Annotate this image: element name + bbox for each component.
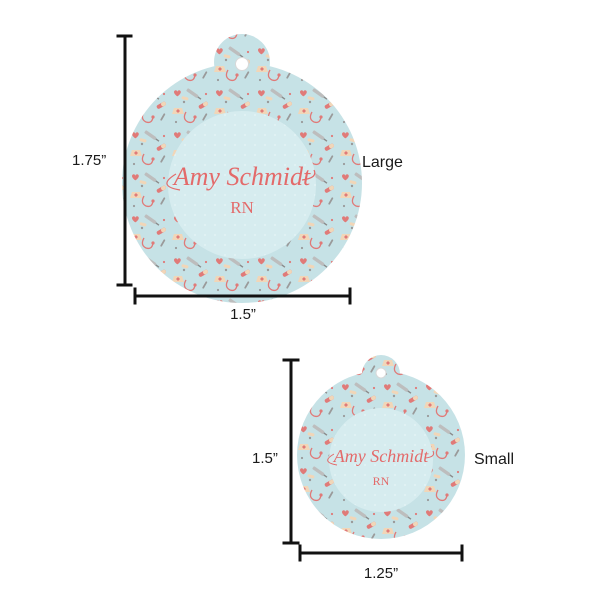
small-tag[interactable]: Amy Schmidt RN xyxy=(297,355,465,539)
small-height-ruler xyxy=(282,358,300,545)
large-width-label: 1.5” xyxy=(230,306,256,323)
small-tag-inner-circle xyxy=(329,408,433,512)
large-width-ruler xyxy=(133,287,352,305)
small-height-label: 1.5” xyxy=(252,450,278,467)
large-tag-inner-circle xyxy=(168,111,316,259)
large-tag[interactable]: Amy Schmidt RN xyxy=(122,34,362,303)
large-tag-swash xyxy=(166,169,316,191)
small-width-label: 1.25” xyxy=(364,565,398,582)
large-height-label: 1.75” xyxy=(72,152,106,169)
large-tag-group: Amy Schmidt RN 1.75” 1.5” Large xyxy=(72,34,403,323)
large-tag-credential: RN xyxy=(230,198,254,217)
small-tag-name: Amy Schmidt xyxy=(333,446,429,466)
large-height-ruler xyxy=(116,34,133,287)
small-tag-credential: RN xyxy=(373,474,390,488)
small-size-label: Small xyxy=(474,451,514,468)
large-tag-hole xyxy=(235,57,249,71)
large-tag-name: Amy Schmidt xyxy=(172,162,311,191)
small-tag-group: Amy Schmidt RN 1.5” 1.25” Small xyxy=(252,355,514,582)
small-tag-hole xyxy=(375,367,387,379)
large-size-label: Large xyxy=(362,154,403,171)
small-tag-swash xyxy=(327,450,435,466)
small-width-ruler xyxy=(298,544,464,562)
